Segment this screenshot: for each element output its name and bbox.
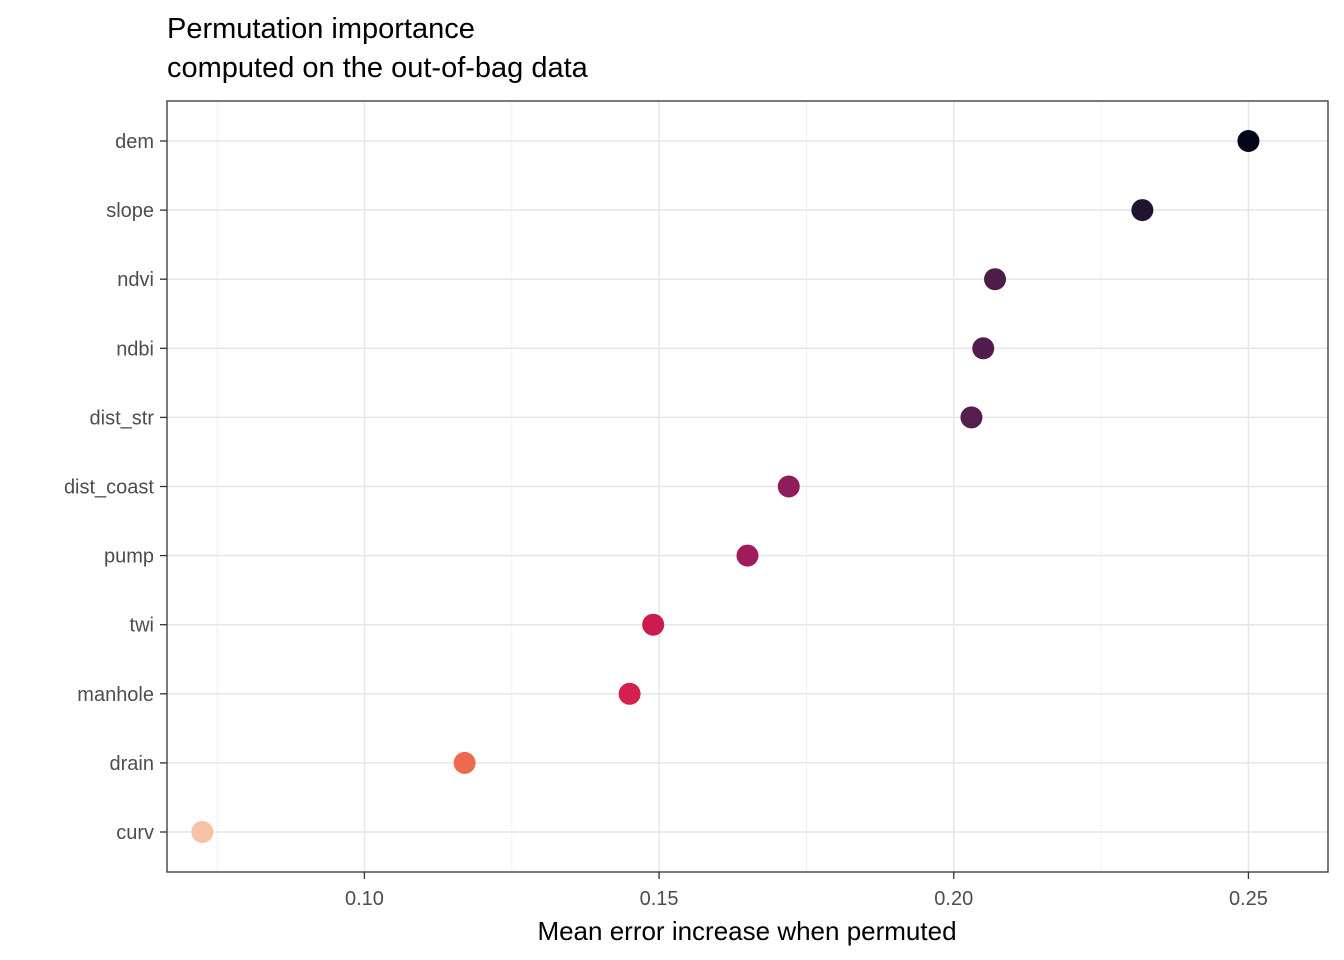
point-pump — [736, 544, 759, 567]
point-dist-coast — [777, 475, 800, 498]
y-tick-label-ndvi: ndvi — [117, 269, 154, 291]
y-tick-label-slope: slope — [106, 200, 154, 222]
point-manhole — [618, 682, 641, 705]
x-tick-label: 0.15 — [640, 888, 679, 910]
point-dem — [1237, 130, 1260, 152]
y-tick-label-drain: drain — [110, 753, 154, 775]
y-tick-label-ndbi: ndbi — [116, 338, 154, 360]
point-slope — [1131, 199, 1154, 222]
x-tick-label: 0.20 — [934, 888, 973, 910]
y-tick-label-curv: curv — [116, 822, 154, 844]
major-gridlines — [167, 101, 1328, 872]
y-tick-label-pump: pump — [104, 546, 154, 568]
chart-subtitle: computed on the out-of-bag data — [167, 52, 588, 84]
y-tick-label-dem: dem — [115, 131, 154, 153]
x-axis-label: Mean error increase when permuted — [537, 916, 956, 946]
x-tick-label: 0.25 — [1229, 888, 1268, 910]
point-drain — [453, 751, 476, 774]
point-dist-str — [960, 406, 983, 429]
point-twi — [642, 613, 665, 636]
y-tick-label-manhole: manhole — [77, 684, 154, 706]
x-tick-label: 0.10 — [345, 888, 384, 910]
chart-title: Permutation importance — [167, 13, 475, 45]
y-tick-label-twi: twi — [130, 615, 154, 637]
x-axis: 0.10 0.15 0.20 0.25 — [345, 872, 1268, 910]
data-points — [191, 130, 1260, 843]
y-tick-label-dist-coast: dist_coast — [64, 477, 154, 499]
y-tick-label-dist-str: dist_str — [90, 407, 155, 429]
point-ndvi — [984, 268, 1007, 291]
point-ndbi — [972, 337, 995, 360]
chart-title-block: Permutation importance computed on the o… — [167, 10, 588, 88]
point-curv — [191, 821, 214, 843]
